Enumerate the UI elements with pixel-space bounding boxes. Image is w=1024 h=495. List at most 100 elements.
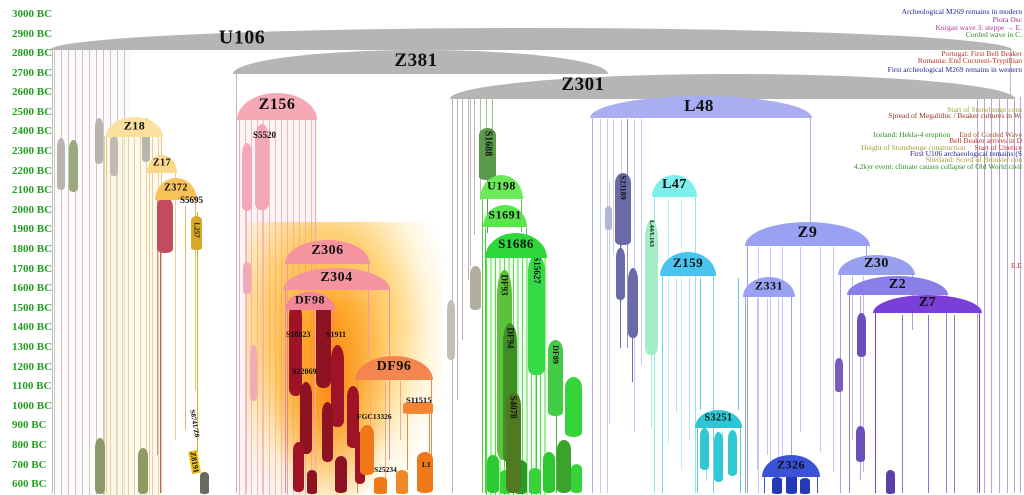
descent-line xyxy=(954,315,955,493)
clade-pod xyxy=(529,468,541,494)
clade-pod xyxy=(557,440,571,493)
history-annotation-text: Piora Osc xyxy=(992,15,1022,24)
descent-line xyxy=(820,247,821,452)
timeline-label: 2700 BC xyxy=(12,67,53,79)
clade-arc-z7: Z7 xyxy=(873,295,982,313)
history-annotation: Piora Osc xyxy=(984,16,1022,24)
history-annotation: Portugal: First Bell Beaker xyxy=(932,50,1022,58)
timeline-label: 1800 BC xyxy=(12,243,53,255)
timeline-label: 2100 BC xyxy=(12,184,53,196)
clade-pod xyxy=(138,448,148,494)
descent-line xyxy=(632,336,633,382)
clade-column-band xyxy=(104,136,162,495)
descent-line xyxy=(474,97,475,235)
timeline-label: 1700 BC xyxy=(12,263,53,275)
clade-pod-label: DF89 xyxy=(551,345,561,364)
descent-line xyxy=(106,136,107,493)
clade-arc-label: Z372 xyxy=(164,182,188,194)
descent-line xyxy=(482,198,483,493)
clade-pod xyxy=(835,358,843,392)
descent-line xyxy=(676,278,677,412)
timeline-label: 2200 BC xyxy=(12,165,53,177)
clade-pod xyxy=(728,430,737,476)
clade-arc-s1686: S1686 xyxy=(485,233,547,258)
descent-line xyxy=(662,275,663,493)
descent-line xyxy=(592,117,593,493)
snp-label-z8191: Z8191 xyxy=(188,450,202,475)
clade-arc-label: L48 xyxy=(684,95,714,115)
history-annotation-text: Start of Stonehenge cons xyxy=(947,105,1022,114)
clade-pod xyxy=(289,300,302,396)
history-annotation: 4.2kyr event: climate causes collapse of… xyxy=(845,163,1022,171)
clade-pod-label: S15627 xyxy=(531,256,542,284)
descent-line xyxy=(928,315,929,493)
descent-line xyxy=(246,210,247,493)
clade-arc-label: Z156 xyxy=(258,96,296,114)
clade-arc-s1691: S1691 xyxy=(483,205,527,227)
descent-line xyxy=(757,298,758,470)
descent-line xyxy=(452,97,453,493)
clade-pod xyxy=(565,377,582,437)
history-annotation: First archeological M269 remains in west… xyxy=(879,66,1022,74)
descent-line xyxy=(407,414,408,470)
history-annotation-text: Archeological M269 remains in modern xyxy=(901,7,1022,16)
history-annotation: Spread of Megalithic / Beaker cultures i… xyxy=(879,112,1022,120)
clade-arc-label: Z159 xyxy=(672,254,704,270)
history-annotation-text: Start of Unetice xyxy=(974,143,1022,152)
descent-line xyxy=(536,375,537,493)
descent-line xyxy=(979,313,980,493)
history-annotation-text: End of Corded Wave xyxy=(959,130,1022,139)
descent-line xyxy=(767,298,768,455)
clade-arc-label: U106 xyxy=(218,26,266,49)
clade-pod xyxy=(307,470,317,494)
descent-line xyxy=(740,428,741,493)
timeline-label: 600 BC xyxy=(12,478,47,490)
clade-arc-z18: Z18 xyxy=(106,117,163,137)
clade-pod xyxy=(335,456,347,493)
clade-pod xyxy=(857,313,866,357)
descent-line xyxy=(485,228,486,493)
descent-line xyxy=(689,278,690,440)
clade-pod-label: DF94 xyxy=(505,327,515,349)
clade-arc-z2: Z2 xyxy=(847,276,948,295)
descent-line xyxy=(492,97,493,130)
clade-arc-label: Z326 xyxy=(776,457,806,472)
history-annotation-text: First archeological M269 remains in west… xyxy=(887,65,1022,74)
snp-label-s5520: S5520 xyxy=(253,130,277,140)
clade-pod xyxy=(772,477,782,494)
clade-arc-label: S1686 xyxy=(498,236,534,252)
snp-label-s8741-z8: S8741/Z8 xyxy=(188,408,202,438)
descent-line xyxy=(875,313,876,493)
timeline-label: 2400 BC xyxy=(12,125,53,137)
timeline-label: 1200 BC xyxy=(12,361,53,373)
descent-line xyxy=(852,276,853,440)
history-annotation-text: First U106 archaeological remains (S xyxy=(909,149,1022,158)
descent-line xyxy=(160,250,161,493)
snp-label-s22069: S22069 xyxy=(292,367,317,376)
descent-line xyxy=(758,247,759,493)
clade-arc-u106: U106 xyxy=(50,26,1012,50)
clade-pod xyxy=(293,442,304,492)
history-annotation: Height of Stonehenge construction Start o… xyxy=(852,144,1022,152)
descent-line xyxy=(999,97,1000,493)
history-annotation-text: Corded wave in C. xyxy=(965,30,1022,39)
clade-arc-label: Z9 xyxy=(797,223,818,241)
clade-pod xyxy=(417,452,433,493)
descent-line xyxy=(556,415,557,493)
descent-line xyxy=(860,296,861,480)
clade-pod xyxy=(200,472,209,494)
history-annotation: Corded wave in C. xyxy=(957,31,1022,39)
descent-line xyxy=(1010,48,1011,96)
descent-line xyxy=(747,245,748,493)
history-annotation-text: Spread of Megalithic / Beaker cultures i… xyxy=(888,111,1022,120)
clade-pod xyxy=(142,118,150,162)
descent-line xyxy=(641,119,642,365)
snp-label-s1911: S1911 xyxy=(326,330,347,339)
descent-line xyxy=(902,315,903,493)
clade-pod xyxy=(786,474,797,494)
descent-line xyxy=(431,379,432,455)
clade-pod xyxy=(95,438,105,494)
descent-line xyxy=(697,428,698,493)
clade-pod xyxy=(360,425,374,475)
history-annotation-text: Kurgan wave 3: steppe → E. xyxy=(935,23,1022,32)
